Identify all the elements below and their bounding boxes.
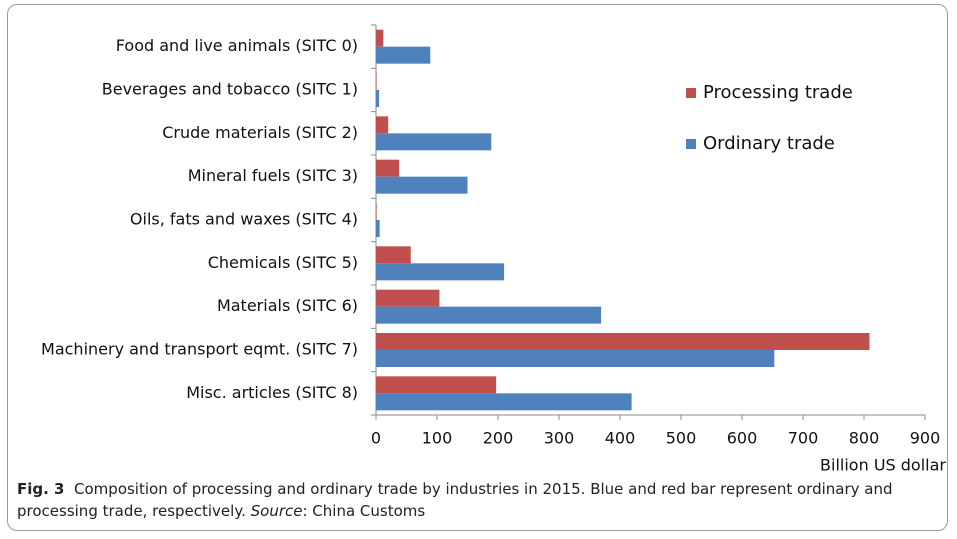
bar: [376, 116, 389, 134]
bar: [376, 29, 384, 47]
bar: [376, 159, 400, 177]
y-tick-label: Crude materials (SITC 2): [162, 123, 358, 142]
bar: [376, 246, 411, 264]
bar: [376, 90, 380, 107]
bar: [376, 333, 870, 350]
y-tick-label: Mineral fuels (SITC 3): [188, 166, 358, 185]
y-tick-label: Machinery and transport eqmt. (SITC 7): [41, 340, 358, 359]
x-tick-label: 700: [788, 429, 819, 448]
bar: [376, 203, 377, 220]
x-tick-label: 200: [483, 429, 514, 448]
x-tick-label: 900: [910, 429, 941, 448]
bar: [376, 306, 602, 324]
x-tick-label: 0: [371, 429, 381, 448]
legend-swatch: [686, 139, 696, 149]
caption-label: Fig. 3: [17, 480, 65, 498]
y-tick-label: Beverages and tobacco (SITC 1): [102, 80, 358, 99]
y-tick-label: Chemicals (SITC 5): [208, 253, 358, 272]
legend-label: Processing trade: [703, 82, 853, 103]
legend-swatch: [686, 88, 696, 98]
caption-source: : China Customs: [302, 502, 426, 520]
bar: [376, 393, 632, 411]
x-tick-label: 400: [605, 429, 636, 448]
x-tick-label: 500: [666, 429, 697, 448]
caption-text: Composition of processing and ordinary t…: [17, 480, 893, 520]
y-tick-label: Misc. articles (SITC 8): [186, 383, 358, 402]
y-tick-label: Food and live animals (SITC 0): [116, 36, 358, 55]
bar: [376, 220, 380, 237]
x-tick-label: 300: [544, 429, 575, 448]
caption-source-label: Source: [250, 502, 303, 520]
bar: [376, 376, 497, 394]
figure-frame: [7, 4, 948, 531]
bar: [376, 73, 377, 90]
x-axis-label: Billion US dollar: [820, 456, 946, 475]
x-tick-label: 100: [422, 429, 453, 448]
bar: [376, 176, 468, 194]
y-tick-label: Oils, fats and waxes (SITC 4): [130, 210, 358, 229]
caption: Fig. 3 Composition of processing and ord…: [17, 478, 937, 522]
x-tick-label: 600: [727, 429, 758, 448]
x-tick-label: 800: [849, 429, 880, 448]
bar: [376, 133, 492, 151]
bar: [376, 263, 505, 281]
y-tick-label: Materials (SITC 6): [217, 296, 358, 315]
legend-label: Ordinary trade: [703, 133, 835, 154]
bar: [376, 350, 775, 367]
bar: [376, 46, 431, 64]
bar: [376, 289, 440, 307]
